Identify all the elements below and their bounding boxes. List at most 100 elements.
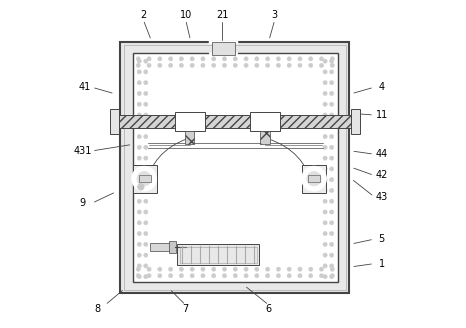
Circle shape (329, 81, 334, 85)
Circle shape (144, 253, 148, 257)
Bar (178, 244, 259, 265)
Circle shape (330, 267, 335, 271)
Circle shape (276, 274, 281, 278)
Circle shape (298, 57, 302, 61)
Circle shape (329, 113, 334, 117)
Circle shape (329, 242, 334, 246)
Text: 8: 8 (95, 304, 101, 314)
Circle shape (323, 275, 327, 279)
Bar (120, 42, 349, 293)
Circle shape (201, 267, 205, 271)
Circle shape (330, 57, 335, 61)
Bar (133, 165, 157, 193)
Circle shape (144, 70, 148, 74)
Circle shape (190, 63, 194, 68)
Bar (180, 247, 256, 263)
Text: 42: 42 (376, 171, 388, 180)
Circle shape (323, 70, 327, 74)
Circle shape (276, 57, 281, 61)
Circle shape (137, 221, 141, 225)
Circle shape (144, 210, 148, 214)
Circle shape (330, 274, 335, 278)
Circle shape (329, 221, 334, 225)
Circle shape (323, 232, 327, 236)
Circle shape (158, 274, 162, 278)
Circle shape (144, 232, 148, 236)
Circle shape (144, 264, 148, 268)
Circle shape (323, 188, 327, 193)
Circle shape (137, 145, 141, 150)
Bar (139, 175, 151, 182)
Circle shape (144, 221, 148, 225)
Circle shape (137, 253, 141, 257)
Circle shape (158, 63, 162, 68)
Circle shape (323, 91, 327, 95)
Circle shape (212, 274, 216, 278)
Circle shape (179, 57, 184, 61)
Circle shape (137, 59, 141, 63)
Circle shape (323, 253, 327, 257)
Bar (169, 241, 176, 253)
Circle shape (222, 63, 226, 68)
Bar (133, 53, 337, 281)
Circle shape (144, 177, 148, 182)
Text: 11: 11 (376, 110, 388, 120)
Circle shape (158, 57, 162, 61)
Circle shape (137, 70, 141, 74)
Circle shape (137, 264, 141, 268)
Circle shape (329, 59, 334, 63)
Circle shape (158, 267, 162, 271)
Text: 43: 43 (376, 192, 388, 202)
Text: 7: 7 (183, 304, 189, 314)
Circle shape (144, 242, 148, 246)
Circle shape (329, 177, 334, 182)
Circle shape (137, 188, 141, 193)
Circle shape (287, 63, 291, 68)
Circle shape (329, 102, 334, 106)
Circle shape (323, 167, 327, 171)
Circle shape (319, 274, 323, 278)
Circle shape (137, 275, 141, 279)
Text: 1: 1 (378, 258, 384, 269)
Text: 5: 5 (378, 234, 385, 244)
Circle shape (136, 57, 140, 61)
Circle shape (255, 57, 259, 61)
Circle shape (323, 145, 327, 150)
Circle shape (137, 172, 151, 186)
Circle shape (144, 156, 148, 160)
Circle shape (244, 63, 248, 68)
Circle shape (323, 264, 327, 268)
Circle shape (329, 210, 334, 214)
Text: 10: 10 (179, 10, 192, 20)
Circle shape (323, 59, 327, 63)
Circle shape (144, 134, 148, 139)
Circle shape (298, 267, 302, 271)
Circle shape (319, 57, 323, 61)
Circle shape (266, 63, 270, 68)
Circle shape (323, 210, 327, 214)
Circle shape (323, 81, 327, 85)
Circle shape (144, 199, 148, 203)
Circle shape (308, 274, 313, 278)
Circle shape (137, 167, 141, 171)
Circle shape (244, 57, 248, 61)
Bar (110, 109, 119, 134)
Circle shape (190, 57, 194, 61)
Circle shape (244, 267, 248, 271)
Circle shape (233, 57, 237, 61)
Bar (350, 109, 360, 134)
Circle shape (329, 253, 334, 257)
Text: 2: 2 (140, 10, 146, 20)
Bar (123, 45, 346, 290)
Circle shape (137, 172, 152, 186)
Text: 41: 41 (78, 82, 90, 92)
Circle shape (132, 166, 157, 191)
Bar (302, 165, 326, 193)
Circle shape (276, 267, 281, 271)
Circle shape (137, 184, 144, 190)
Circle shape (137, 91, 141, 95)
Circle shape (323, 102, 327, 106)
Circle shape (179, 63, 184, 68)
Circle shape (144, 59, 148, 63)
Circle shape (287, 57, 291, 61)
